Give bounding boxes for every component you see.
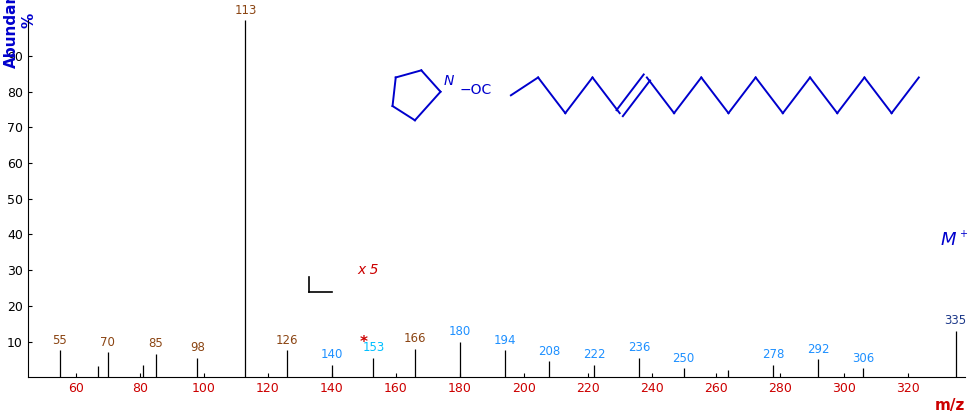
- Text: 194: 194: [493, 334, 516, 347]
- Text: 180: 180: [449, 325, 470, 338]
- Text: 85: 85: [148, 337, 164, 350]
- Text: 250: 250: [672, 352, 694, 365]
- Text: −OC: −OC: [460, 83, 492, 97]
- Text: 113: 113: [234, 4, 256, 17]
- Text: $M$: $M$: [940, 231, 956, 249]
- Text: 292: 292: [806, 343, 829, 356]
- Text: N: N: [444, 74, 454, 88]
- Text: 306: 306: [851, 352, 874, 365]
- Text: 153: 153: [362, 341, 385, 354]
- Text: 278: 278: [762, 348, 784, 361]
- Y-axis label: Abundance
%: Abundance %: [4, 0, 37, 68]
- Text: 126: 126: [276, 334, 298, 347]
- Text: 208: 208: [539, 344, 560, 357]
- Text: 236: 236: [627, 341, 650, 354]
- Text: 140: 140: [320, 348, 343, 361]
- Text: x 5: x 5: [357, 263, 379, 277]
- Text: 55: 55: [53, 334, 67, 347]
- Text: 222: 222: [582, 348, 605, 361]
- Text: 335: 335: [945, 314, 966, 327]
- Text: 166: 166: [403, 332, 427, 345]
- X-axis label: m/z: m/z: [935, 398, 965, 413]
- Text: 98: 98: [190, 341, 205, 354]
- Text: $^+$: $^+$: [957, 229, 968, 244]
- Text: 70: 70: [100, 336, 115, 349]
- Text: *: *: [359, 335, 368, 350]
